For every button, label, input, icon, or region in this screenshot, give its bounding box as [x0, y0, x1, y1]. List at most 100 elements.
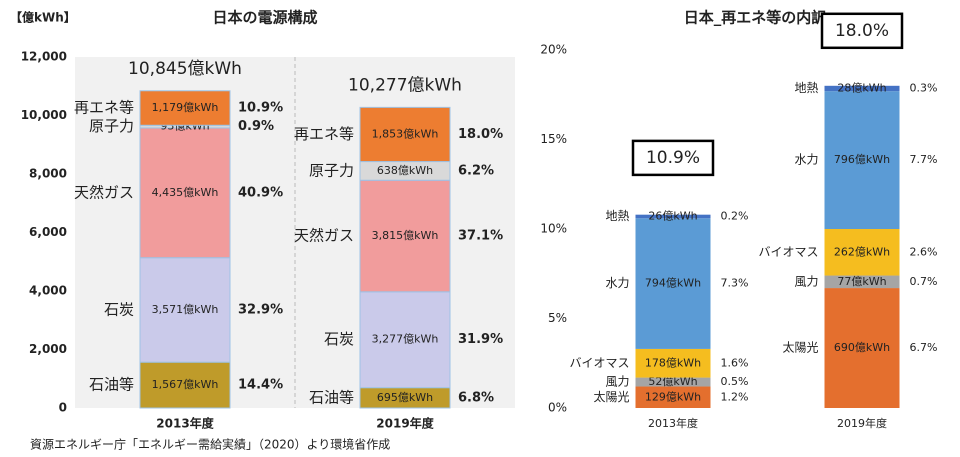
segment-name: 石炭: [104, 300, 134, 318]
share-label: 6.2%: [458, 163, 494, 178]
value-label: 0.7%: [910, 275, 938, 288]
amount-label: 52億kWh: [648, 375, 697, 388]
share-label: 18.0%: [458, 127, 503, 142]
segment-name: 再エネ等: [74, 99, 134, 117]
share-label: 40.9%: [238, 185, 283, 200]
total-label: 18.0%: [835, 21, 889, 41]
bar-segment: [824, 229, 900, 276]
y-tick-label: 15%: [540, 132, 567, 146]
x-tick-label: 2019年度: [376, 416, 434, 431]
y-tick-label: 2,000: [29, 342, 67, 356]
share-label: 10.9%: [238, 101, 283, 116]
chart-title: 日本_再エネ等の内訳: [684, 9, 828, 27]
total-label: 10.9%: [646, 148, 700, 168]
total-box: [820, 12, 904, 50]
segment-name: 原子力: [309, 161, 354, 179]
bar-segment: [824, 288, 900, 408]
value-label: 0.3%: [910, 81, 938, 94]
segment-name: 水力: [605, 276, 629, 290]
segment-name: バイオマス: [758, 245, 818, 259]
amount-label: 690億kWh: [834, 341, 890, 354]
bar-segment: [635, 348, 711, 378]
segment-name: 原子力: [89, 117, 134, 135]
y-axis-label: 【億kWh】: [10, 10, 76, 25]
y-tick-label: 5%: [548, 311, 567, 325]
value-label: 0.2%: [721, 209, 749, 222]
segment-name: 太陽光: [782, 340, 818, 355]
y-tick-label: 10%: [540, 222, 567, 236]
share-label: 31.9%: [458, 332, 503, 347]
value-label: 6.7%: [910, 341, 938, 354]
segment-name: 再エネ等: [294, 125, 354, 143]
share-label: 32.9%: [238, 302, 283, 317]
amount-label: 794億kWh: [645, 277, 701, 290]
y-tick-label: 8,000: [29, 167, 67, 181]
bar-segment: [359, 179, 451, 293]
segment-name: 太陽光: [593, 389, 629, 404]
bar-segment: [824, 275, 900, 289]
value-label: 4,435億kWh: [152, 186, 219, 199]
y-tick-label: 10,000: [21, 108, 67, 122]
amount-label: 178億kWh: [645, 356, 701, 369]
amount-label: 796億kWh: [834, 153, 890, 166]
y-tick-label: 20%: [540, 43, 567, 57]
bar-segment: [139, 361, 231, 409]
segment-name: 石炭: [324, 330, 354, 348]
y-tick-label: 0: [59, 401, 67, 415]
amount-label: 77億kWh: [837, 275, 886, 288]
y-tick-label: 12,000: [21, 50, 67, 64]
segment-name: 石油等: [89, 376, 134, 394]
segment-name: 地熱: [794, 81, 818, 95]
value-label: 1,567億kWh: [152, 378, 219, 391]
share-label: 37.1%: [458, 229, 503, 244]
value-label: 7.3%: [721, 277, 749, 290]
segment-name: 天然ガス: [294, 227, 354, 245]
value-label: 695億kWh: [377, 391, 433, 404]
bar-segment: [635, 377, 711, 387]
bar-segment: [139, 257, 231, 363]
share-label: 6.8%: [458, 390, 494, 405]
segment-name: 石油等: [309, 388, 354, 406]
value-label: 2.6%: [910, 245, 938, 258]
value-label: 1,853億kWh: [372, 127, 439, 140]
segment-name: 風力: [605, 375, 629, 389]
bar-segment: [139, 90, 231, 126]
value-label: 3,277億kWh: [372, 333, 439, 346]
total-box: [631, 139, 715, 177]
bar-segment: [824, 85, 900, 92]
bar-segment: [139, 127, 231, 259]
chart-title: 日本の電源構成: [212, 9, 317, 27]
x-tick-label: 2019年度: [837, 416, 887, 430]
bar-segment: [635, 218, 711, 349]
amount-label: 26億kWh: [648, 209, 697, 222]
segment-name: 天然ガス: [74, 183, 134, 201]
bar-segment: [824, 91, 900, 229]
value-label: 3,815億kWh: [372, 229, 439, 242]
x-tick-label: 2013年度: [156, 416, 214, 431]
bar-segment: [635, 214, 711, 219]
y-tick-label: 0%: [548, 401, 567, 415]
value-label: 1,179億kWh: [152, 101, 219, 114]
bar-segment: [359, 106, 451, 163]
value-label: 0.5%: [721, 375, 749, 388]
value-label: 7.7%: [910, 153, 938, 166]
share-label: 0.9%: [238, 119, 274, 134]
segment-name: 地熱: [605, 209, 629, 223]
total-label: 10,845億kWh: [128, 59, 242, 79]
y-tick-label: 4,000: [29, 284, 67, 298]
y-tick-label: 6,000: [29, 225, 67, 239]
amount-label: 262億kWh: [834, 245, 890, 258]
amount-label: 129億kWh: [645, 390, 701, 403]
source-note: 資源エネルギー庁「エネルギー需給実績」（2020）より環境省作成: [30, 437, 390, 452]
value-label: 1.2%: [721, 390, 749, 403]
bar-segment: [359, 291, 451, 389]
value-label: 1.6%: [721, 356, 749, 369]
segment-name: 風力: [794, 274, 818, 288]
total-label: 10,277億kWh: [348, 75, 462, 95]
x-tick-label: 2013年度: [648, 416, 698, 430]
bar-segment: [635, 386, 711, 408]
share-label: 14.4%: [238, 378, 283, 393]
segment-name: バイオマス: [569, 356, 629, 370]
